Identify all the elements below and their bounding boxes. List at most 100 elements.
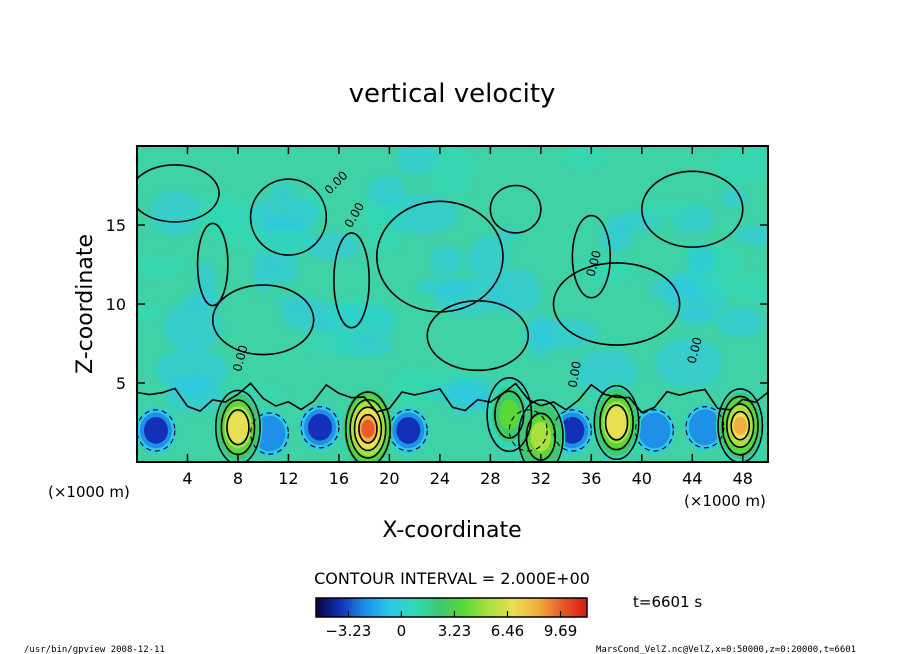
footer-left: /usr/bin/gpview 2008-12-11 xyxy=(24,645,165,654)
downdraft-band xyxy=(396,416,421,444)
updraft-contour xyxy=(226,408,250,446)
texture-patch xyxy=(467,236,510,281)
contour-interval: CONTOUR INTERVAL = 2.000E+00 xyxy=(314,569,590,588)
updraft-contour xyxy=(717,388,764,462)
x-tick-label: 44 xyxy=(682,469,702,488)
zero-contour-loop xyxy=(426,300,530,372)
updraft-band xyxy=(361,419,375,438)
updraft-band xyxy=(502,405,516,424)
texture-patch xyxy=(366,175,407,205)
x-tick-label: 12 xyxy=(278,469,298,488)
y-axis: 5 10 15 xyxy=(106,216,768,393)
texture-patch xyxy=(184,205,259,230)
x-axis-label: X-coordinate xyxy=(382,518,521,543)
texture-patch xyxy=(156,349,228,391)
y-tick-label: 10 xyxy=(106,295,126,314)
downdraft-band xyxy=(257,420,282,447)
texture-patch xyxy=(680,308,715,325)
texture-patch xyxy=(248,196,320,232)
x-axis: 4 8 12 16 20 24 28 32 36 40 44 48 xyxy=(182,146,753,488)
colorbar-tick-label: 0 xyxy=(397,622,407,640)
texture-patch xyxy=(735,272,768,304)
texture-patch xyxy=(574,349,638,395)
x-tick-label: 24 xyxy=(430,469,450,488)
x-tick-label: 8 xyxy=(233,469,243,488)
updraft-contour xyxy=(721,395,759,456)
zero-contour-loop xyxy=(489,184,542,234)
x-tick-label: 36 xyxy=(581,469,601,488)
downdraft-contour xyxy=(388,409,428,452)
x-tick-label: 28 xyxy=(480,469,500,488)
updraft-contour xyxy=(726,403,755,449)
texture-patch xyxy=(252,244,274,294)
downdraft-contour xyxy=(300,406,340,449)
downdraft-contour xyxy=(137,409,176,452)
texture-patch xyxy=(149,190,201,237)
y-tick-label: 5 xyxy=(116,374,126,393)
zero-contour-loop xyxy=(571,214,612,299)
colorbar-ticks: −3.23 0 3.23 6.46 9.69 xyxy=(325,611,577,640)
updraft-contour xyxy=(486,377,533,453)
downdraft-band xyxy=(692,413,717,441)
downdraft-contour xyxy=(685,406,725,449)
contour-label: 0.00 xyxy=(230,344,250,373)
texture-patch xyxy=(395,146,440,175)
texture-patch xyxy=(326,298,392,335)
x-tick-label: 16 xyxy=(329,469,349,488)
updraft-contour xyxy=(604,404,629,441)
zero-contour xyxy=(137,382,768,414)
texture-patch xyxy=(655,338,723,389)
updraft-contour xyxy=(599,394,634,451)
texture-patch xyxy=(698,280,743,298)
downdraft-contour xyxy=(552,409,592,452)
zero-contour-loop xyxy=(641,170,744,248)
texture-patch xyxy=(389,368,441,406)
texture-patch xyxy=(528,313,553,360)
texture-patch xyxy=(733,224,768,245)
colorbar-tick-label: 9.69 xyxy=(544,622,577,640)
downdraft-band xyxy=(560,416,585,444)
zero-contour-loop xyxy=(211,284,315,356)
downdraft-band xyxy=(308,413,332,441)
plot-area: 0.000.000.000.000.000.00 xyxy=(137,146,768,462)
updraft-band xyxy=(733,416,747,435)
y-axis-label: Z-coordinate xyxy=(73,234,98,374)
downdraft-contour xyxy=(250,412,289,455)
x-unit-left: (×1000 m) xyxy=(48,483,130,501)
footer-right: MarsCond_VelZ.nc@VelZ,x=0:50000,z=0:2000… xyxy=(596,645,856,654)
texture-patch xyxy=(717,146,768,184)
contour-label: 0.00 xyxy=(584,249,604,278)
texture-patch xyxy=(721,186,747,209)
updraft-band xyxy=(609,413,624,432)
x-tick-label: 32 xyxy=(531,469,551,488)
texture-patch xyxy=(609,212,662,232)
zero-contour-loop xyxy=(333,232,371,329)
texture-patch xyxy=(428,146,475,195)
downdraft-contour xyxy=(634,409,674,452)
x-tick-label: 48 xyxy=(733,469,753,488)
updraft-contour xyxy=(358,413,378,444)
updraft-contour xyxy=(344,391,391,462)
updraft-contour xyxy=(593,384,640,461)
contour-label: 0.00 xyxy=(566,360,584,389)
x-unit-right: (×1000 m) xyxy=(684,492,766,510)
texture-patch xyxy=(163,302,222,352)
texture-patch xyxy=(137,304,164,322)
contour-label: 0.00 xyxy=(685,336,705,365)
updraft-contour xyxy=(353,406,383,452)
texture-patch xyxy=(686,242,716,275)
updraft-contour xyxy=(214,389,261,462)
updraft-band xyxy=(231,418,245,437)
x-tick-label: 40 xyxy=(632,469,652,488)
texture-patch xyxy=(715,307,764,337)
contour-lines: 0.000.000.000.000.000.00 xyxy=(137,164,768,462)
y-tick-label: 15 xyxy=(106,216,126,235)
texture-patch xyxy=(359,196,409,227)
colorbar-tick-label: 6.46 xyxy=(491,622,524,640)
x-tick-label: 4 xyxy=(182,469,192,488)
colorbar-tick-label: 3.23 xyxy=(438,622,471,640)
downdraft-band xyxy=(642,416,667,444)
updraft-contour xyxy=(349,398,387,459)
downdraft-contour xyxy=(508,409,548,452)
